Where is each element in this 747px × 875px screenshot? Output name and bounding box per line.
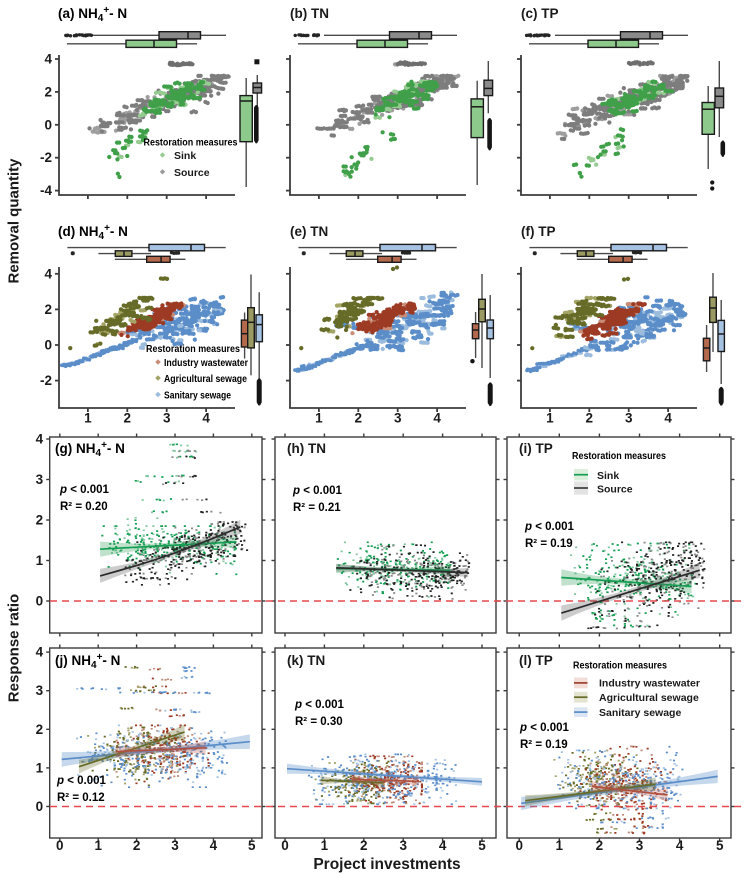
svg-text:5: 5 — [248, 838, 256, 853]
svg-text:R² = 0.19: R² = 0.19 — [520, 739, 568, 751]
svg-text:2: 2 — [360, 838, 368, 853]
svg-text:Agricultural sewage: Agricultural sewage — [164, 373, 247, 385]
svg-text:-4: -4 — [40, 183, 52, 198]
svg-text:p < 0.001: p < 0.001 — [59, 484, 110, 496]
svg-text:1: 1 — [84, 411, 92, 426]
svg-text:4: 4 — [439, 838, 447, 853]
svg-text:(i) TP: (i) TP — [519, 441, 553, 456]
svg-text:0: 0 — [36, 594, 44, 609]
svg-text:p < 0.001: p < 0.001 — [524, 521, 575, 533]
svg-text:(b) TN: (b) TN — [290, 6, 329, 21]
svg-text:R² = 0.21: R² = 0.21 — [293, 502, 341, 514]
svg-text:2: 2 — [36, 722, 44, 737]
svg-text:1: 1 — [315, 411, 323, 426]
svg-text:4: 4 — [664, 411, 672, 426]
svg-text:0: 0 — [44, 117, 52, 132]
svg-text:(g) NH4+- N: (g) NH4+- N — [55, 440, 125, 459]
svg-text:-2: -2 — [40, 373, 52, 388]
svg-text:1: 1 — [94, 838, 102, 853]
svg-text:3: 3 — [399, 838, 407, 853]
svg-text:4: 4 — [36, 432, 44, 447]
svg-text:Sanitary sewage: Sanitary sewage — [599, 707, 681, 719]
svg-text:Restoration measures: Restoration measures — [572, 450, 666, 462]
svg-text:Restoration measures: Restoration measures — [146, 343, 240, 355]
svg-text:3: 3 — [36, 472, 44, 487]
svg-text:2: 2 — [586, 411, 594, 426]
svg-text:Sanitary sewage: Sanitary sewage — [164, 390, 231, 402]
svg-text:2: 2 — [44, 302, 52, 317]
svg-text:4: 4 — [44, 266, 52, 281]
svg-text:1: 1 — [36, 553, 44, 568]
svg-text:(l) TP: (l) TP — [519, 653, 553, 668]
svg-text:4: 4 — [433, 411, 441, 426]
svg-text:R² = 0.19: R² = 0.19 — [525, 538, 573, 550]
svg-text:2: 2 — [596, 838, 604, 853]
svg-text:(c) TP: (c) TP — [521, 6, 559, 21]
svg-text:3: 3 — [394, 411, 402, 426]
svg-text:5: 5 — [478, 838, 486, 853]
svg-text:Source: Source — [174, 167, 210, 179]
svg-text:p < 0.001: p < 0.001 — [292, 485, 343, 497]
svg-text:-2: -2 — [40, 150, 52, 165]
svg-text:4: 4 — [44, 52, 52, 67]
svg-text:(j) NH4+- N: (j) NH4+- N — [55, 652, 120, 671]
svg-text:4: 4 — [676, 838, 684, 853]
svg-text:0: 0 — [44, 338, 52, 353]
svg-text:(f) TP: (f) TP — [521, 224, 556, 239]
svg-text:(k) TN: (k) TN — [287, 653, 325, 668]
svg-text:Removal quantity: Removal quantity — [6, 158, 23, 284]
svg-text:Sink: Sink — [174, 150, 196, 162]
svg-text:0: 0 — [36, 799, 44, 814]
svg-text:R² = 0.12: R² = 0.12 — [57, 792, 105, 804]
svg-text:2: 2 — [355, 411, 363, 426]
svg-text:1: 1 — [556, 838, 564, 853]
svg-text:(d) NH4+- N: (d) NH4+- N — [58, 223, 128, 242]
svg-text:p < 0.001: p < 0.001 — [519, 722, 570, 734]
svg-text:Source: Source — [597, 484, 633, 496]
svg-text:2: 2 — [36, 513, 44, 528]
svg-text:Project investments: Project investments — [313, 856, 460, 873]
svg-text:Industry wastewater: Industry wastewater — [599, 678, 700, 690]
svg-text:Response ratio: Response ratio — [6, 594, 23, 702]
svg-text:2: 2 — [44, 84, 52, 99]
svg-text:Restoration measures: Restoration measures — [573, 660, 667, 672]
svg-text:(h) TN: (h) TN — [287, 441, 326, 456]
svg-text:Industry wastewater: Industry wastewater — [164, 357, 248, 369]
svg-text:0: 0 — [56, 838, 64, 853]
svg-text:3: 3 — [163, 411, 171, 426]
svg-text:Sink: Sink — [597, 470, 619, 482]
svg-text:2: 2 — [124, 411, 132, 426]
svg-text:p < 0.001: p < 0.001 — [294, 699, 345, 711]
svg-text:0: 0 — [281, 838, 289, 853]
svg-text:3: 3 — [171, 838, 179, 853]
svg-text:R² = 0.30: R² = 0.30 — [295, 716, 343, 728]
svg-text:Restoration measures: Restoration measures — [144, 137, 238, 149]
svg-text:4: 4 — [202, 411, 210, 426]
svg-text:3: 3 — [636, 838, 644, 853]
svg-text:4: 4 — [36, 645, 44, 660]
svg-text:p < 0.001: p < 0.001 — [56, 775, 107, 787]
svg-text:4: 4 — [210, 838, 218, 853]
svg-text:(e) TN: (e) TN — [290, 224, 328, 239]
svg-text:1: 1 — [546, 411, 554, 426]
svg-text:2: 2 — [133, 838, 141, 853]
svg-text:R² = 0.20: R² = 0.20 — [60, 501, 108, 513]
svg-text:(a) NH4+- N: (a) NH4+- N — [58, 5, 127, 24]
svg-text:Agricultural sewage: Agricultural sewage — [599, 692, 699, 704]
svg-text:5: 5 — [716, 838, 724, 853]
svg-text:0: 0 — [515, 838, 523, 853]
svg-text:3: 3 — [625, 411, 633, 426]
svg-text:1: 1 — [36, 760, 44, 775]
svg-text:1: 1 — [321, 838, 329, 853]
svg-text:3: 3 — [36, 683, 44, 698]
